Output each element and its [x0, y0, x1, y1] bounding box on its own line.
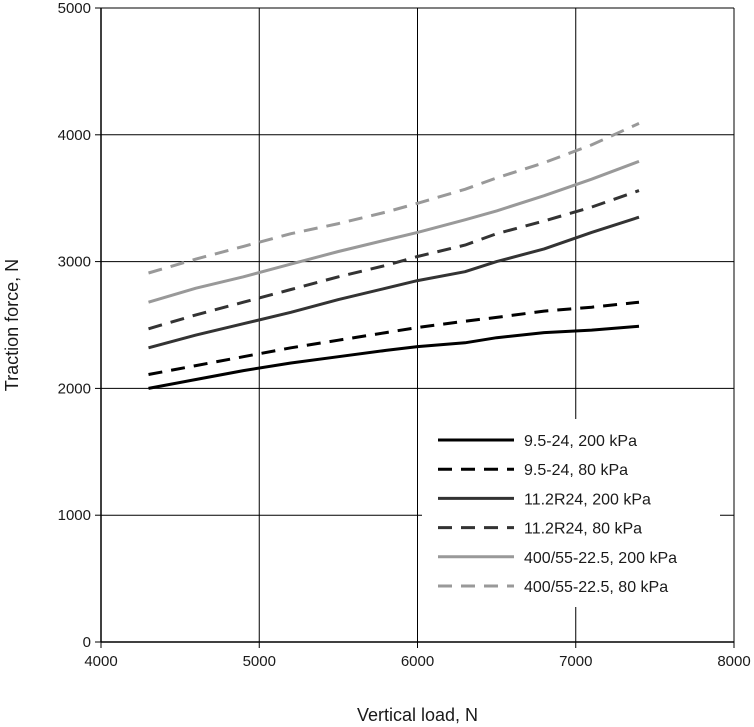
series-line	[148, 300, 640, 376]
legend-label: 9.5-24, 80 kPa	[524, 462, 628, 479]
x-tick-label: 6000	[401, 653, 434, 670]
legend-label: 400/55-22.5, 200 kPa	[524, 550, 677, 567]
legend: 9.5-24, 200 kPa 9.5-24, 80 kPa 11.2R24, 20…	[422, 419, 720, 607]
legend-label: 11.2R24, 200 kPa	[524, 491, 651, 508]
x-tick-label: 4000	[84, 653, 117, 670]
series-line	[148, 122, 640, 275]
series-line	[148, 159, 640, 304]
axes	[95, 7, 735, 648]
series-layer	[148, 122, 640, 390]
y-tick-label: 1000	[58, 507, 91, 524]
legend-box	[422, 419, 720, 607]
y-tick-label: 5000	[58, 0, 91, 17]
series-line	[148, 324, 640, 390]
y-axis-title: Traction force, N	[2, 259, 22, 391]
x-tick-label: 8000	[717, 653, 750, 670]
y-tick-label: 4000	[58, 127, 91, 144]
legend-label: 400/55-22.5, 80 kPa	[524, 579, 668, 596]
y-tick-label: 0	[83, 634, 91, 651]
y-tick-label: 2000	[58, 380, 91, 397]
y-tick-label: 3000	[58, 254, 91, 271]
y-tick-labels: 0 1000 2000 3000 4000 5000	[58, 0, 91, 651]
x-tick-labels: 4000 5000 6000 7000 8000	[84, 653, 750, 670]
legend-label: 9.5-24, 200 kPa	[524, 433, 637, 450]
gridlines	[101, 7, 735, 642]
series-line	[148, 215, 640, 350]
x-axis-title: Vertical load, N	[357, 705, 478, 725]
x-tick-label: 5000	[243, 653, 276, 670]
series-line	[148, 189, 640, 331]
x-tick-label: 7000	[559, 653, 592, 670]
legend-label: 11.2R24, 80 kPa	[524, 521, 642, 538]
